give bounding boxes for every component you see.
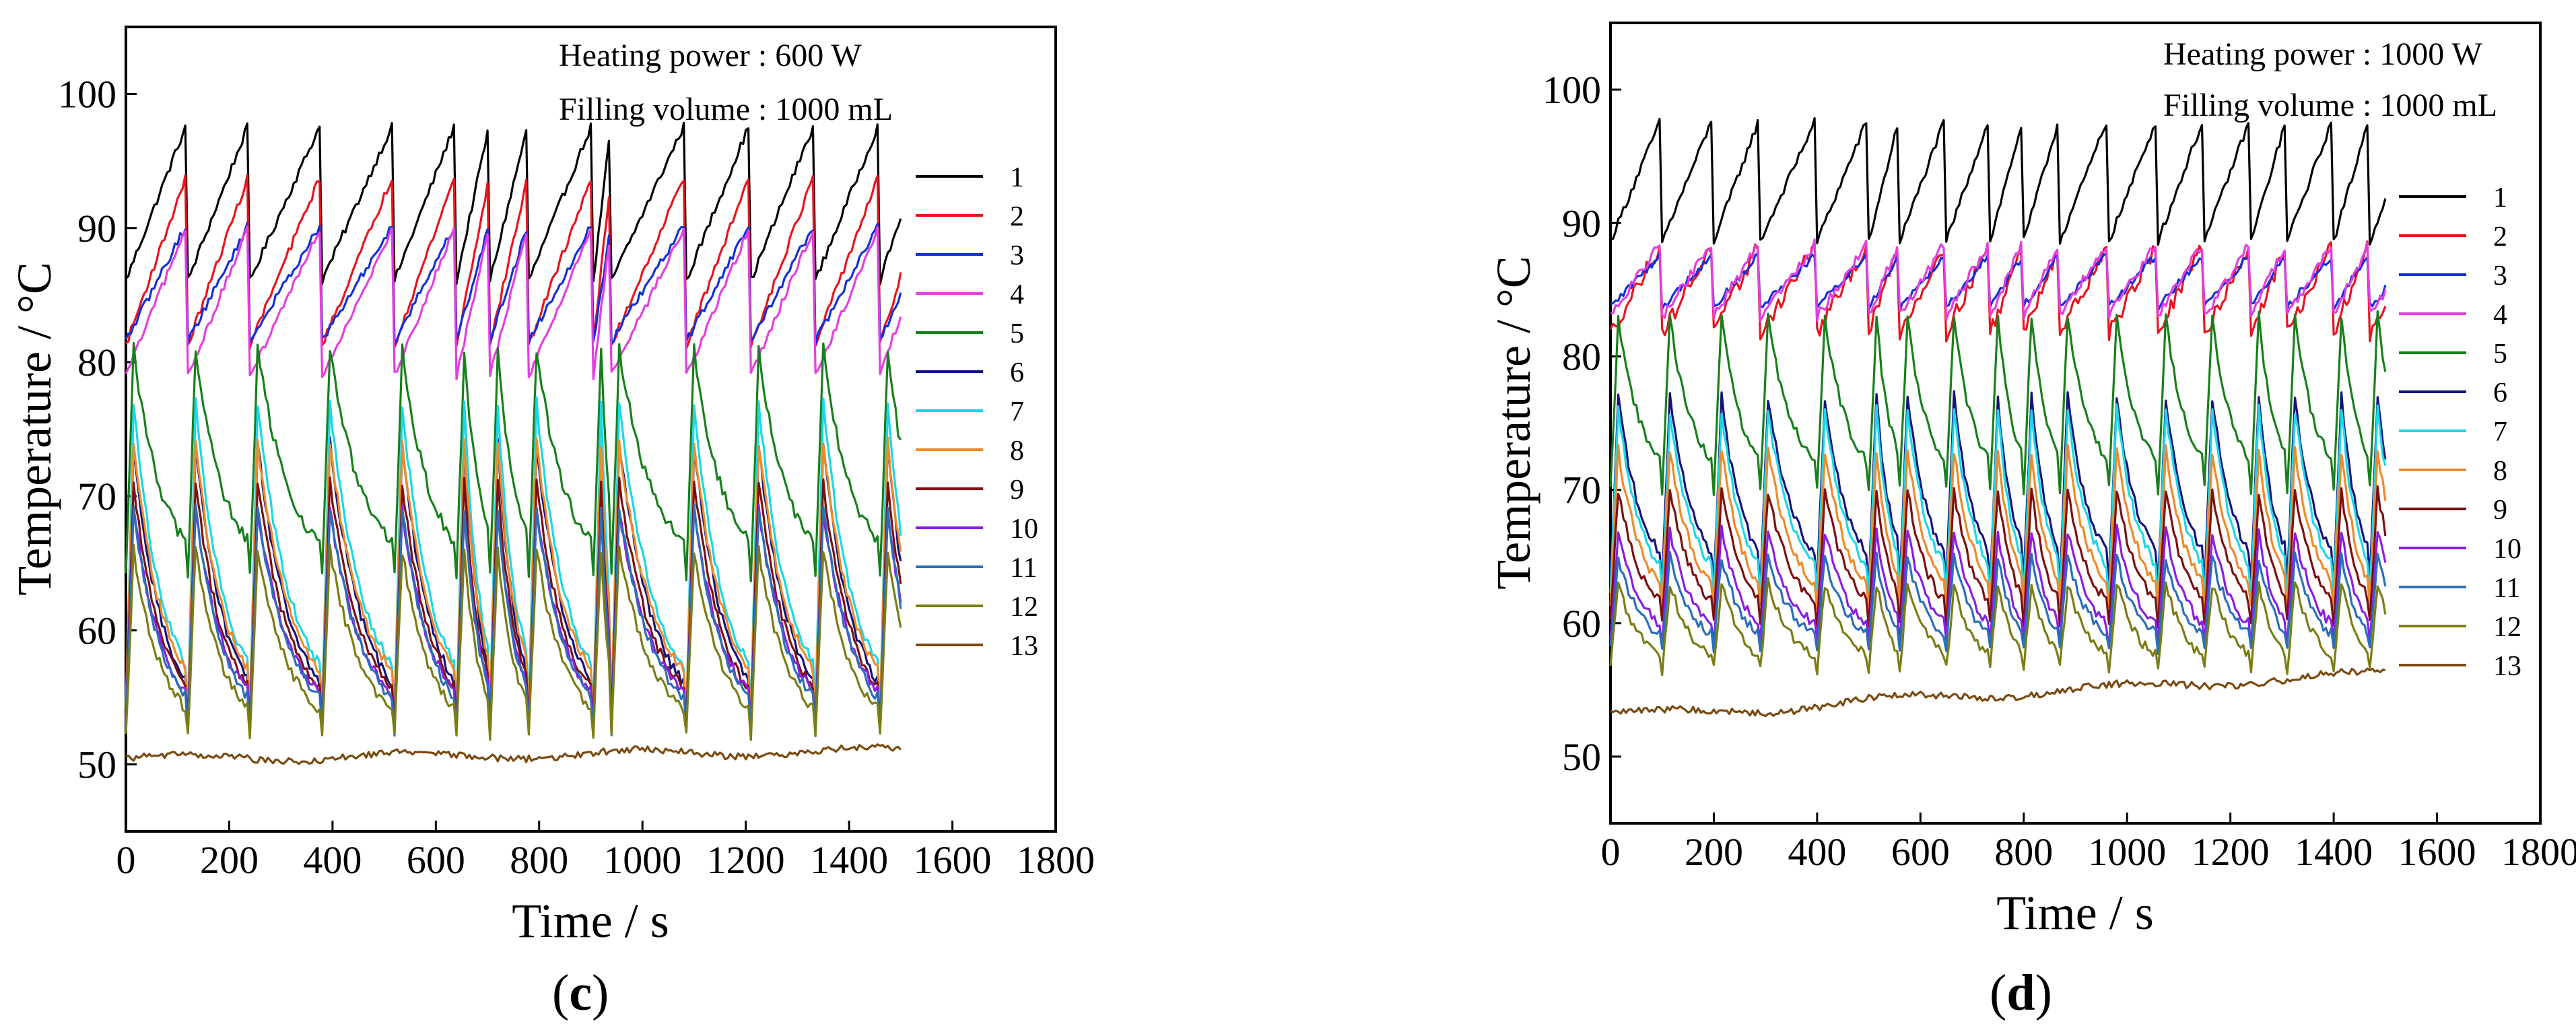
series-lines-d xyxy=(1611,118,2385,716)
series-line-2 xyxy=(126,175,901,349)
y-tick-label: 70 xyxy=(1562,469,1601,512)
legend-label-8: 8 xyxy=(2493,456,2507,487)
legend-label-2: 2 xyxy=(1010,201,1024,232)
x-tick-label: 800 xyxy=(510,838,568,882)
legend-label-4: 4 xyxy=(2493,300,2507,331)
x-tick-label: 1800 xyxy=(2501,830,2576,874)
x-tick-label: 400 xyxy=(1788,830,1846,874)
y-tick-label: 100 xyxy=(1543,68,1601,112)
legend-label-5: 5 xyxy=(2493,339,2507,370)
y-tick-label: 90 xyxy=(1562,201,1601,245)
x-tick-label: 1000 xyxy=(2088,830,2166,874)
x-axis-label-d: Time / s xyxy=(1996,886,2153,940)
legend-label-11: 11 xyxy=(2493,573,2520,604)
series-line-10 xyxy=(126,505,901,729)
legend-label-9: 9 xyxy=(2493,495,2507,526)
annotation-heating-power-c: Heating power : 600 W xyxy=(559,38,862,73)
legend-label-9: 9 xyxy=(1010,475,1024,506)
panel-label-d-letter: d xyxy=(2006,965,2035,1021)
y-tick-label: 60 xyxy=(77,609,116,652)
x-axis-label-c: Time / s xyxy=(512,894,669,948)
y-tick-label: 70 xyxy=(77,475,116,518)
y-tick-label: 60 xyxy=(1562,602,1601,646)
y-axis-label-d: Temperature / °C xyxy=(1487,256,1540,590)
y-tick-label: 50 xyxy=(1562,735,1601,779)
y-tick-label: 80 xyxy=(77,341,116,384)
legend-label-10: 10 xyxy=(2493,534,2521,565)
x-tick-label: 0 xyxy=(116,838,136,882)
x-tick-label: 400 xyxy=(303,838,362,882)
x-axis-ticks-d: 0 200 400 600 800 1000 1200 1400 1600 1800 xyxy=(1601,813,2576,874)
legend-label-3: 3 xyxy=(2493,261,2507,291)
legend-label-10: 10 xyxy=(1010,514,1038,545)
x-tick-label: 1800 xyxy=(1017,838,1095,882)
legend-label-1: 1 xyxy=(2493,182,2507,213)
legend-label-8: 8 xyxy=(1010,436,1024,467)
x-tick-label: 600 xyxy=(407,838,465,882)
x-tick-label: 1600 xyxy=(2398,830,2476,874)
panel-label-c-letter: c xyxy=(569,965,592,1021)
x-tick-label: 1400 xyxy=(810,838,888,882)
x-tick-label: 1200 xyxy=(707,838,785,882)
x-tick-label: 0 xyxy=(1601,830,1621,874)
legend-label-13: 13 xyxy=(2493,651,2521,682)
annotation-filling-volume-d: Filling volume : 1000 mL xyxy=(2163,88,2497,123)
x-tick-label: 1000 xyxy=(603,838,681,882)
panel-label-d: (d) xyxy=(1990,965,2052,1021)
legend-label-3: 3 xyxy=(1010,240,1024,271)
panel-label-c: (c) xyxy=(552,965,609,1021)
y-tick-label: 90 xyxy=(77,207,116,250)
legend-label-4: 4 xyxy=(1010,279,1024,310)
legend-label-7: 7 xyxy=(1010,397,1024,427)
x-tick-label: 200 xyxy=(1685,830,1743,874)
x-tick-label: 1600 xyxy=(914,838,992,882)
legend-label-12: 12 xyxy=(1010,592,1038,623)
legend-label-1: 1 xyxy=(1010,162,1024,193)
y-tick-label: 100 xyxy=(58,73,116,116)
series-line-4 xyxy=(126,226,901,379)
annotation-heating-power-d: Heating power : 1000 W xyxy=(2163,36,2482,72)
x-tick-label: 1200 xyxy=(2192,830,2270,874)
x-tick-label: 1400 xyxy=(2295,830,2373,874)
series-line-1 xyxy=(1611,118,2385,245)
series-lines-c xyxy=(126,123,901,763)
annotation-filling-volume-c: Filling volume : 1000 mL xyxy=(559,92,893,127)
y-tick-label: 80 xyxy=(1562,335,1601,378)
series-line-13 xyxy=(1611,668,2385,716)
legend-label-6: 6 xyxy=(1010,357,1024,388)
series-line-13 xyxy=(126,745,901,764)
y-tick-label: 50 xyxy=(77,743,116,786)
series-line-12 xyxy=(1611,578,2385,675)
legend-label-5: 5 xyxy=(1010,318,1024,349)
y-axis-label-c: Temperature / °C xyxy=(7,262,61,596)
legend-label-11: 11 xyxy=(1010,553,1037,584)
legend-label-2: 2 xyxy=(2493,221,2507,252)
x-tick-label: 800 xyxy=(1994,830,2053,874)
legend-label-13: 13 xyxy=(1010,631,1038,662)
x-tick-label: 200 xyxy=(200,838,259,882)
legend-label-6: 6 xyxy=(2493,378,2507,409)
legend-label-7: 7 xyxy=(2493,417,2507,448)
x-tick-label: 600 xyxy=(1891,830,1950,874)
series-line-5 xyxy=(126,343,901,581)
legend-label-12: 12 xyxy=(2493,612,2521,643)
x-axis-ticks-c: 0 200 400 600 800 1000 1200 1400 1600 1800 xyxy=(116,821,1095,882)
